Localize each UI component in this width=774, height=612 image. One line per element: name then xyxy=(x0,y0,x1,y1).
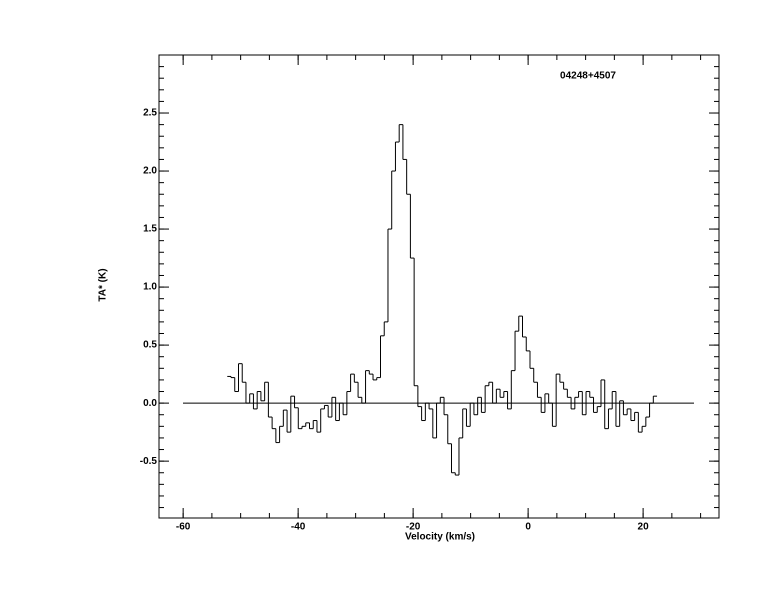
y-axis-label: TA* (K) xyxy=(98,268,109,301)
y-tick-label: 1.0 xyxy=(143,282,157,293)
y-tick-label: 2.0 xyxy=(143,166,157,177)
y-tick-label: -0.5 xyxy=(140,456,158,467)
plot-frame xyxy=(158,54,720,519)
x-tick-label: -60 xyxy=(176,522,191,533)
y-tick-label: 0.0 xyxy=(143,398,157,409)
x-tick-label: -20 xyxy=(406,522,421,533)
x-tick-label: 20 xyxy=(638,522,650,533)
y-tick-label: 1.5 xyxy=(143,224,157,235)
x-tick-label: 0 xyxy=(525,522,531,533)
annotation: 04248+4507 xyxy=(560,71,616,82)
y-tick-label: 0.5 xyxy=(143,340,157,351)
x-axis-label: Velocity (km/s) xyxy=(405,532,475,543)
x-tick-label: -40 xyxy=(291,522,306,533)
y-tick-label: 2.5 xyxy=(143,108,157,119)
